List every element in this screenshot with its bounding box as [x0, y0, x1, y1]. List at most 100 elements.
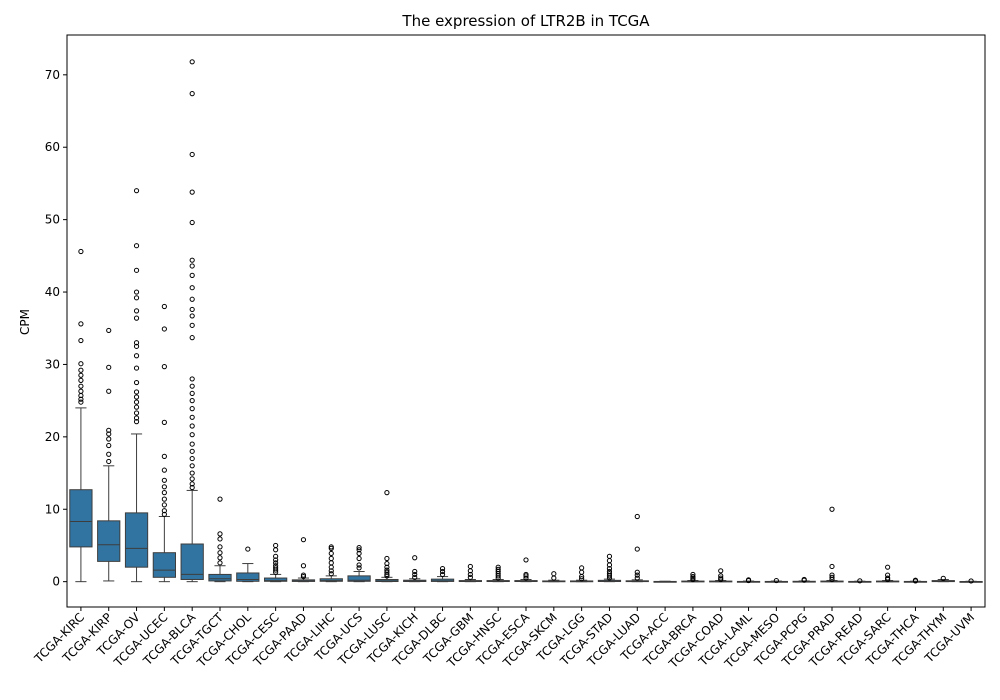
outlier-point — [328, 560, 334, 566]
outlier-point — [78, 337, 84, 344]
box — [208, 573, 232, 582]
box — [236, 572, 260, 582]
outlier-point — [439, 566, 446, 572]
outlier-point — [606, 558, 613, 564]
y-tick-label: 20 — [45, 430, 60, 444]
outlier-point — [523, 571, 529, 578]
box-group — [69, 248, 93, 583]
outlier-point — [133, 295, 140, 301]
outlier-point — [273, 560, 279, 566]
box-group — [903, 577, 928, 584]
x-axis: TCGA-KIRCTCGA-KIRPTCGA-OVTCGA-UCECTCGA-B… — [31, 607, 977, 671]
box-group — [597, 553, 622, 583]
outlier-point — [133, 188, 140, 194]
outlier-point — [133, 389, 140, 395]
y-tick-label: 70 — [45, 68, 60, 82]
box-group — [375, 490, 399, 583]
outlier-point — [857, 578, 863, 584]
outlier-point — [133, 340, 140, 346]
outlier-point — [273, 547, 279, 553]
box — [97, 520, 121, 562]
outlier-point — [189, 376, 195, 382]
plot-area — [69, 59, 983, 584]
outlier-point — [133, 353, 140, 359]
box-group — [736, 577, 761, 584]
outlier-point — [217, 536, 223, 542]
outlier-point — [412, 574, 418, 580]
outlier-point — [217, 560, 223, 566]
outlier-point — [106, 327, 112, 334]
outlier-point — [189, 414, 195, 420]
outlier-point — [161, 419, 167, 425]
box-group — [430, 566, 455, 583]
box-group — [709, 568, 733, 583]
outlier-point — [189, 285, 195, 291]
box — [152, 552, 176, 578]
plot-frame — [66, 34, 986, 608]
outlier-point — [384, 555, 390, 562]
outlier-point — [523, 557, 529, 563]
outlier-point — [551, 571, 557, 577]
outlier-point — [189, 91, 195, 97]
outlier-point — [189, 306, 195, 313]
box-group — [97, 327, 121, 582]
y-tick-label: 40 — [45, 285, 60, 299]
outlier-point — [133, 404, 140, 410]
outlier-point — [634, 572, 640, 578]
box-group — [319, 544, 343, 583]
y-axis: 0 10 20 30 40 50 60 70 — [45, 68, 67, 589]
outlier-point — [78, 388, 84, 394]
y-axis-label: CPM — [18, 309, 32, 335]
outlier-point — [161, 490, 167, 496]
box-group — [264, 542, 288, 583]
outlier-point — [189, 313, 195, 319]
outlier-point — [133, 267, 140, 273]
box-group — [625, 513, 649, 583]
y-tick-label: 60 — [45, 140, 60, 154]
outlier-point — [273, 557, 279, 563]
outlier-point — [634, 569, 640, 575]
outlier-point — [189, 476, 195, 482]
chart-title: The expression of LTR2B in TCGA — [401, 12, 650, 30]
outlier-point — [189, 390, 195, 397]
outlier-point — [356, 550, 362, 557]
outlier-point — [106, 431, 112, 437]
outlier-point — [523, 575, 529, 581]
y-tick-label: 10 — [45, 502, 60, 516]
outlier-point — [356, 547, 362, 553]
outlier-point — [217, 496, 223, 502]
outlier-point — [106, 458, 112, 465]
outlier-point — [356, 555, 362, 562]
outlier-point — [606, 568, 613, 575]
box-group — [820, 506, 844, 583]
y-tick-label: 50 — [45, 213, 60, 227]
outlier-point — [467, 563, 473, 570]
outlier-point — [133, 365, 140, 371]
outlier-point — [829, 563, 835, 570]
outlier-point — [161, 303, 167, 310]
outlier-point — [78, 248, 84, 255]
box-group — [959, 578, 983, 584]
outlier-point — [161, 484, 167, 490]
outlier-point — [78, 396, 84, 402]
outlier-point — [133, 343, 140, 349]
outlier-point — [189, 257, 195, 263]
outlier-point — [885, 575, 891, 581]
box-group — [931, 575, 955, 583]
outlier-point — [161, 511, 167, 517]
outlier-point — [829, 572, 835, 578]
y-tick-label: 0 — [52, 575, 60, 589]
outlier-point — [356, 545, 362, 551]
outlier-point — [606, 566, 613, 572]
box — [124, 512, 149, 568]
outlier-point — [161, 502, 167, 508]
outlier-point — [189, 59, 195, 65]
outlier-point — [161, 326, 167, 332]
outlier-point — [189, 448, 195, 454]
outlier-point — [273, 563, 279, 569]
outlier-point — [300, 537, 307, 543]
outlier-point — [829, 574, 835, 580]
outlier-point — [606, 553, 613, 559]
box-group — [208, 496, 232, 583]
outlier-point — [133, 379, 140, 386]
